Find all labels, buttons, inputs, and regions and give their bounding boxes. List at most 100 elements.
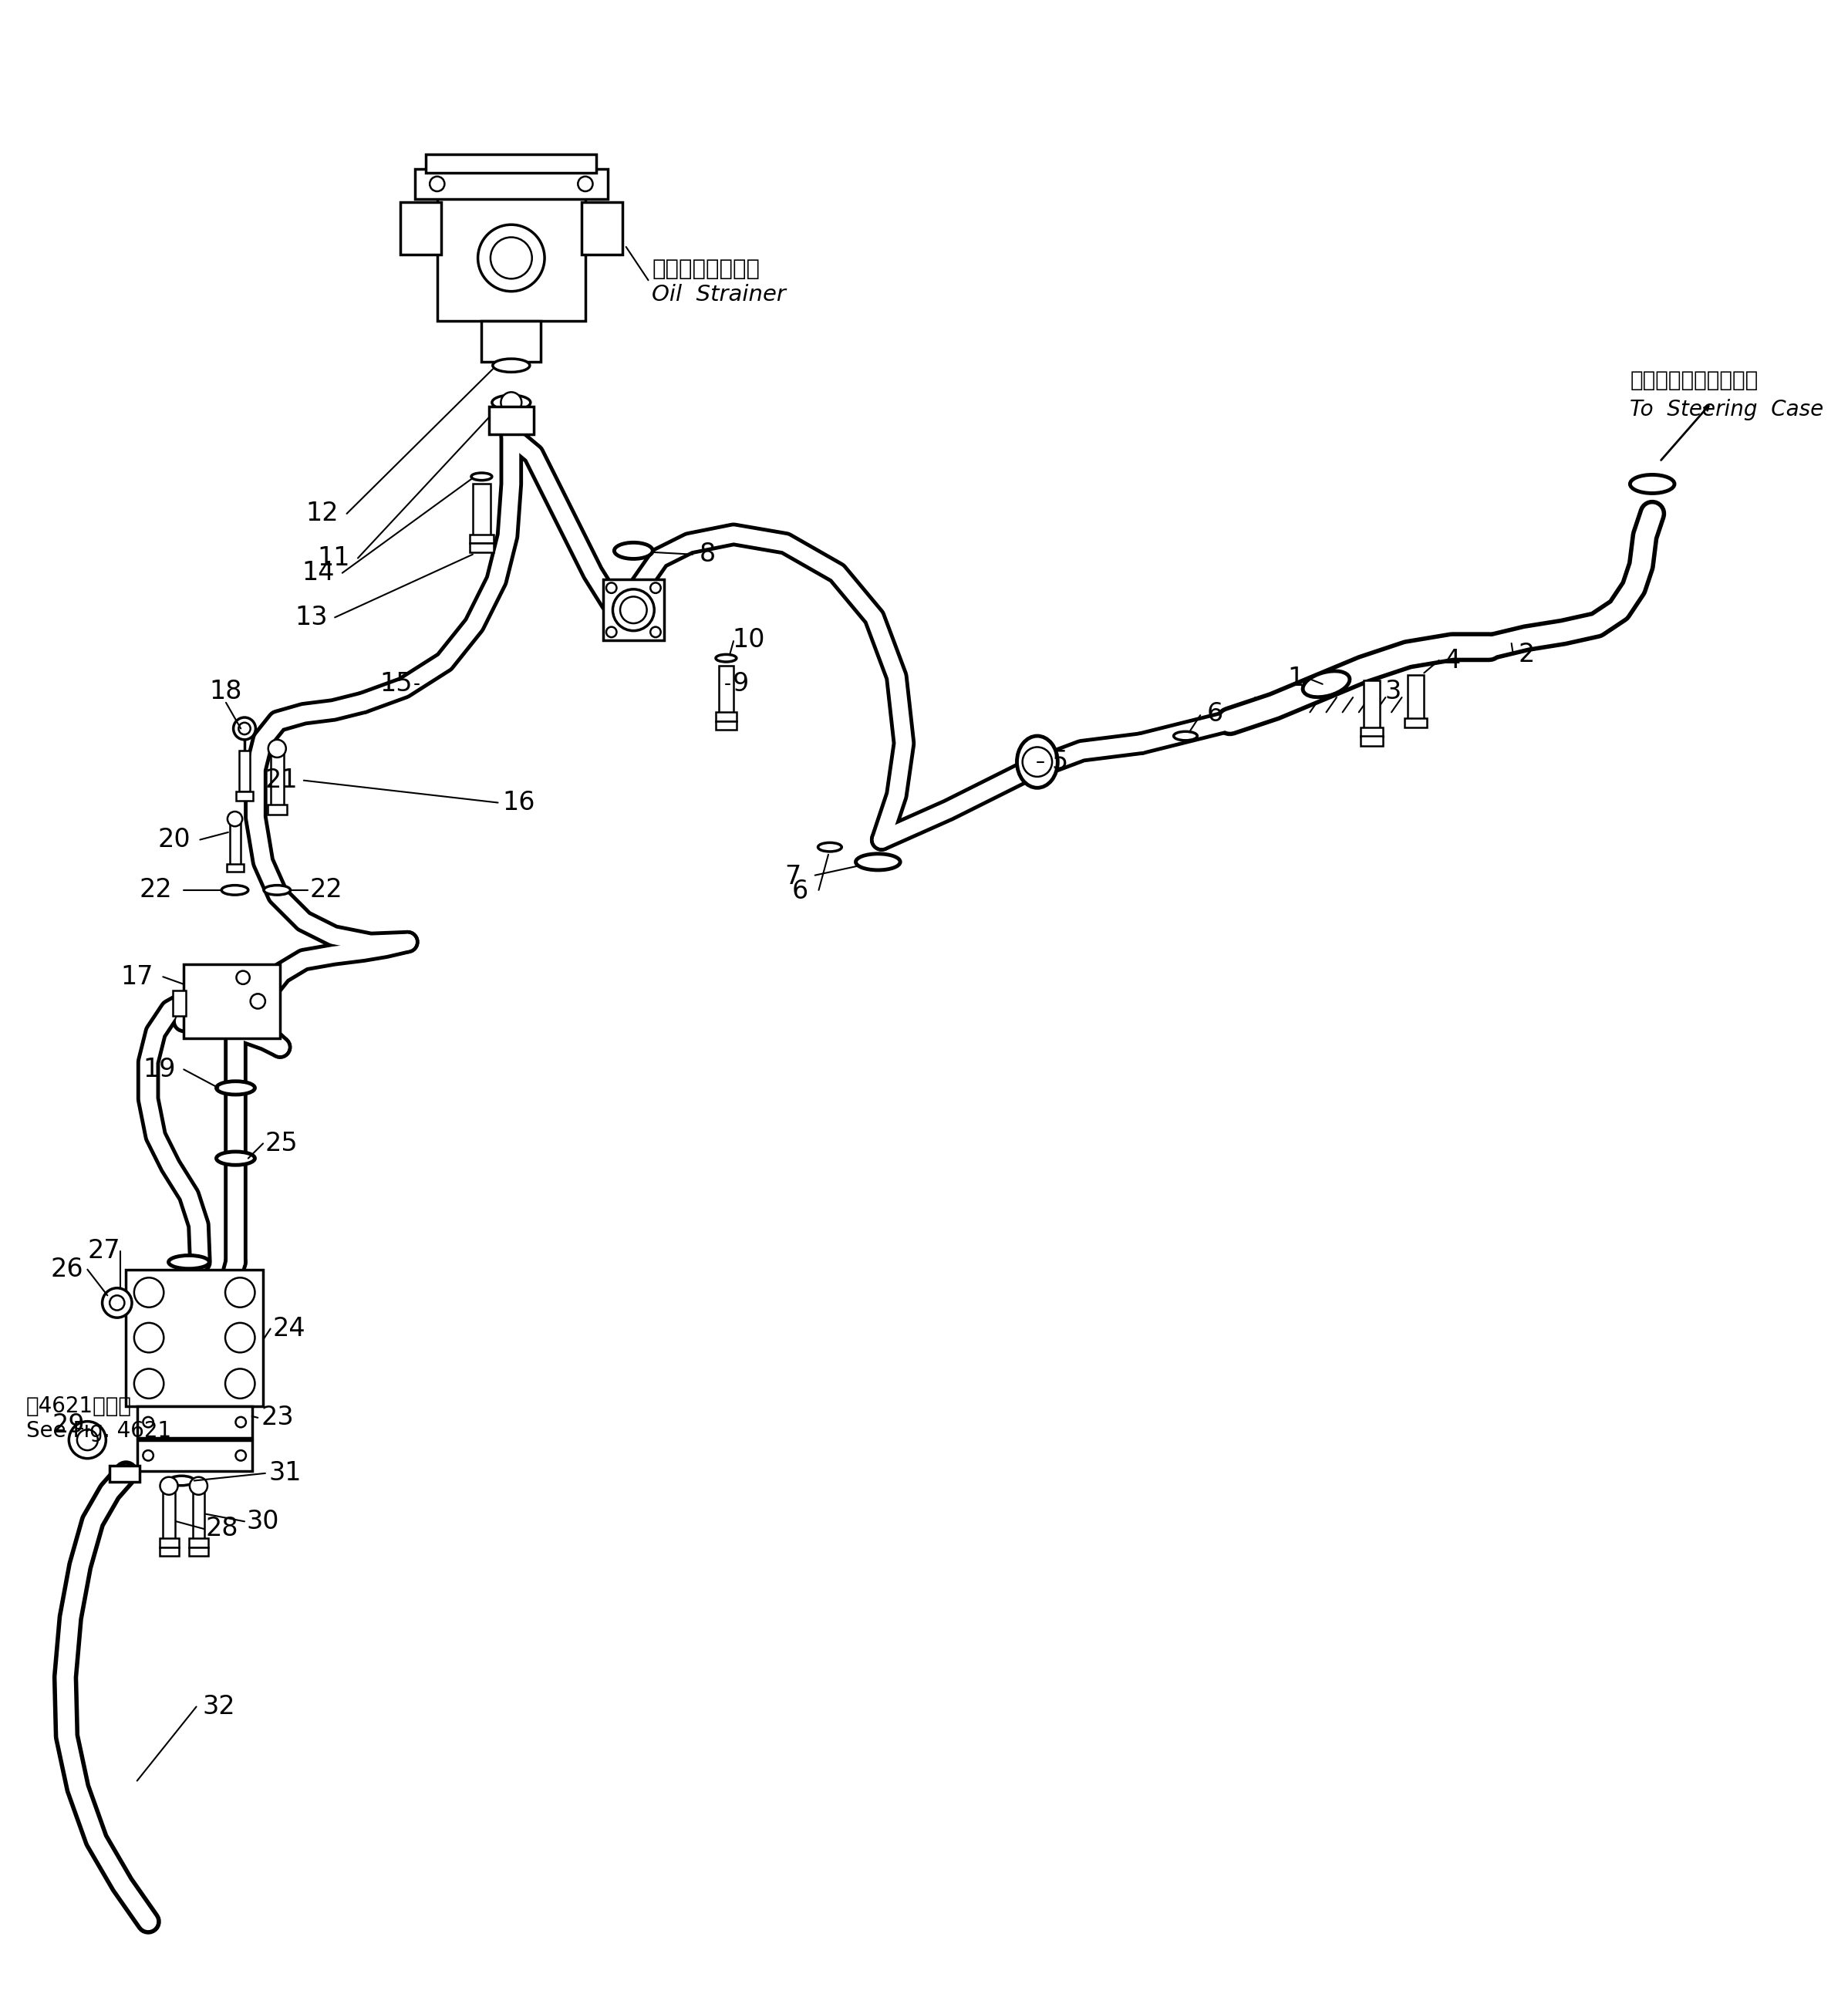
Text: 4: 4 — [1443, 648, 1460, 672]
Circle shape — [578, 176, 593, 192]
Circle shape — [135, 1279, 164, 1307]
Bar — [159, 1547, 179, 1557]
Circle shape — [78, 1429, 98, 1451]
Ellipse shape — [168, 1255, 209, 1269]
Circle shape — [225, 1369, 255, 1399]
Text: 17: 17 — [120, 964, 153, 990]
Text: 31: 31 — [268, 1461, 301, 1487]
Circle shape — [235, 1417, 246, 1427]
Text: 6: 6 — [793, 878, 808, 904]
Bar — [490, 406, 534, 434]
Text: 22: 22 — [309, 876, 342, 902]
Circle shape — [225, 1279, 255, 1307]
Ellipse shape — [493, 358, 530, 372]
Circle shape — [102, 1289, 131, 1317]
Text: ステアリングケースへ: ステアリングケースへ — [1630, 370, 1757, 390]
Ellipse shape — [614, 542, 652, 558]
Bar — [237, 792, 253, 800]
Ellipse shape — [471, 472, 492, 480]
Bar — [438, 194, 586, 320]
Text: 32: 32 — [201, 1695, 235, 1719]
Circle shape — [135, 1323, 164, 1353]
Text: 3: 3 — [1384, 678, 1401, 704]
Circle shape — [238, 722, 251, 734]
Text: 9: 9 — [732, 672, 748, 696]
Bar — [109, 1467, 139, 1483]
Text: 26: 26 — [50, 1257, 83, 1283]
Bar — [1408, 674, 1425, 720]
Bar — [268, 804, 286, 814]
Bar — [1404, 718, 1427, 728]
Circle shape — [251, 994, 266, 1009]
Text: 2: 2 — [1517, 642, 1534, 666]
Ellipse shape — [1016, 736, 1057, 788]
Bar — [416, 168, 608, 198]
Circle shape — [161, 1477, 177, 1495]
Text: 10: 10 — [732, 626, 765, 652]
Bar — [126, 1269, 262, 1407]
Text: 第4621図参照: 第4621図参照 — [26, 1397, 131, 1417]
Text: 24: 24 — [272, 1317, 305, 1341]
Text: 13: 13 — [296, 604, 327, 630]
Text: 25: 25 — [264, 1131, 298, 1157]
Bar — [401, 202, 442, 254]
Text: 12: 12 — [307, 500, 338, 526]
Bar — [172, 990, 187, 1017]
Ellipse shape — [819, 842, 841, 852]
Circle shape — [606, 626, 617, 636]
Bar — [188, 1539, 209, 1547]
Ellipse shape — [216, 1081, 255, 1095]
Ellipse shape — [168, 1477, 194, 1485]
Bar — [469, 534, 493, 544]
Bar — [469, 544, 493, 552]
Bar — [1364, 680, 1380, 728]
Circle shape — [490, 238, 532, 278]
Circle shape — [614, 588, 654, 630]
Circle shape — [621, 596, 647, 624]
Circle shape — [227, 812, 242, 826]
Text: 6: 6 — [1207, 700, 1223, 726]
Bar — [159, 1539, 179, 1547]
Circle shape — [142, 1451, 153, 1461]
Bar — [582, 202, 623, 254]
Circle shape — [235, 1451, 246, 1461]
Text: 20: 20 — [157, 826, 190, 852]
Circle shape — [650, 582, 662, 592]
Text: 8: 8 — [699, 542, 715, 566]
Circle shape — [431, 176, 445, 192]
Circle shape — [268, 740, 286, 758]
Text: 14: 14 — [303, 560, 334, 586]
Circle shape — [479, 224, 545, 292]
Bar — [427, 154, 597, 172]
Bar — [188, 1547, 209, 1557]
Bar — [482, 320, 541, 362]
Bar — [229, 820, 240, 866]
Ellipse shape — [715, 654, 737, 662]
Bar — [473, 484, 490, 536]
Bar — [1360, 736, 1382, 746]
Text: 5: 5 — [1052, 748, 1068, 774]
Ellipse shape — [222, 884, 248, 894]
Circle shape — [233, 718, 255, 740]
Bar — [137, 1441, 251, 1471]
Circle shape — [606, 582, 617, 592]
Text: 18: 18 — [209, 678, 242, 704]
Circle shape — [142, 1417, 153, 1427]
Circle shape — [237, 970, 249, 984]
Bar — [1360, 726, 1382, 736]
Bar — [715, 712, 737, 720]
Bar — [715, 720, 737, 730]
Text: 16: 16 — [503, 790, 536, 814]
Text: 29: 29 — [52, 1413, 85, 1439]
Text: 30: 30 — [246, 1509, 279, 1535]
Ellipse shape — [1173, 732, 1198, 740]
Bar — [719, 666, 734, 714]
Bar — [270, 750, 285, 806]
Text: 11: 11 — [318, 546, 349, 570]
Text: Oil  Strainer: Oil Strainer — [652, 284, 785, 306]
Bar — [137, 1407, 251, 1437]
Circle shape — [501, 392, 521, 412]
Circle shape — [68, 1421, 105, 1459]
Bar — [183, 964, 281, 1039]
Text: See Fig. 4621: See Fig. 4621 — [26, 1421, 172, 1443]
